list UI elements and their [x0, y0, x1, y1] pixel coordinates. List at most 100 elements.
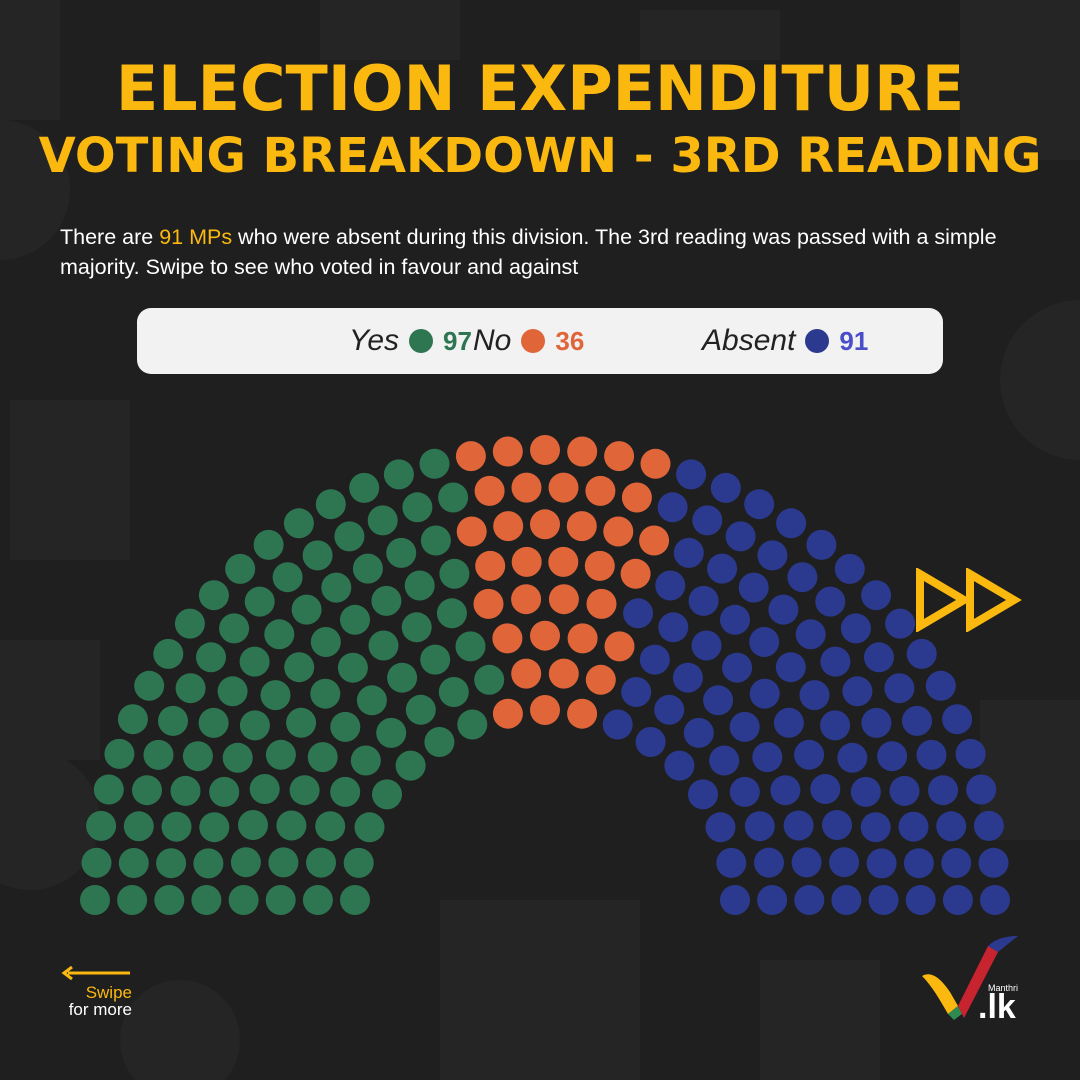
legend-dot-no — [521, 329, 546, 353]
seat-absent — [834, 553, 865, 584]
seat-yes — [253, 529, 284, 560]
seat-yes — [80, 885, 110, 915]
arrow-left-icon — [61, 966, 130, 980]
seat-absent — [757, 885, 788, 915]
seat-absent — [837, 742, 868, 773]
seat-no — [584, 550, 615, 581]
seat-yes — [219, 613, 250, 644]
seat-absent — [738, 572, 769, 603]
seat-no — [621, 482, 652, 513]
seat-no — [530, 435, 560, 465]
seat-yes — [198, 707, 229, 738]
legend-label-absent: Absent — [702, 324, 796, 357]
seat-yes — [134, 670, 165, 701]
seat-absent — [654, 694, 685, 725]
seat-absent — [673, 537, 704, 568]
swipe-hint[interactable]: Swipe for more — [58, 966, 132, 1018]
seat-yes — [291, 594, 322, 625]
seat-yes — [306, 847, 336, 878]
seat-yes — [158, 705, 188, 736]
seat-no — [585, 475, 616, 506]
seat-absent — [602, 709, 633, 740]
seat-yes — [395, 750, 426, 781]
seat-absent — [885, 608, 916, 639]
seat-yes — [156, 848, 187, 879]
seat-absent — [860, 812, 891, 843]
seat-yes — [264, 619, 295, 650]
seat-absent — [658, 612, 689, 643]
seat-yes — [132, 775, 162, 806]
seat-yes — [265, 739, 296, 770]
seat-yes — [372, 779, 402, 810]
seat-no — [586, 588, 617, 619]
legend-item-no: No 36 — [473, 308, 584, 374]
seat-absent — [973, 810, 1004, 841]
seat-yes — [474, 664, 505, 695]
seat-yes — [334, 521, 365, 552]
seat-absent — [692, 505, 723, 536]
seat-absent — [729, 711, 760, 742]
seat-absent — [722, 652, 753, 683]
seat-no — [456, 516, 487, 547]
seat-absent — [773, 707, 804, 738]
seat-yes — [371, 585, 402, 616]
seat-absent — [794, 885, 825, 915]
seat-no — [511, 658, 542, 689]
seat-no — [474, 475, 505, 506]
manthri-logo: Manthri .lk — [918, 930, 1028, 1025]
seat-yes — [386, 537, 417, 568]
seat-yes — [174, 608, 205, 639]
seat-absent — [783, 810, 814, 841]
logo-text: .lk — [978, 988, 1016, 1026]
seat-absent — [902, 705, 932, 736]
swipe-sublabel: for more — [68, 1000, 132, 1019]
seat-absent — [770, 775, 801, 806]
seat-yes — [439, 558, 470, 589]
seat-yes — [354, 812, 385, 843]
seat-yes — [438, 482, 469, 513]
seat-absent — [815, 586, 846, 617]
seat-yes — [228, 885, 259, 915]
seat-yes — [198, 580, 229, 611]
description: There are 91 MPs who were absent during … — [60, 222, 1020, 282]
seat-absent — [905, 885, 936, 915]
seat-yes — [260, 680, 291, 711]
seat-absent — [757, 540, 788, 571]
seat-no — [492, 698, 523, 729]
seat-yes — [330, 776, 361, 807]
seat-no — [548, 472, 579, 503]
seat-yes — [302, 885, 333, 915]
seat-absent — [672, 662, 703, 693]
seat-no — [548, 584, 579, 615]
seat-absent — [829, 847, 860, 878]
seat-yes — [244, 586, 275, 617]
seat-absent — [691, 630, 722, 661]
legend-item-absent: Absent 91 — [702, 308, 868, 374]
description-part-1: There are — [60, 225, 160, 249]
seat-absent — [799, 680, 830, 711]
seat-yes — [268, 847, 299, 878]
seat-absent — [752, 742, 783, 773]
seat-absent — [877, 741, 908, 772]
seat-yes — [404, 570, 435, 601]
seat-yes — [302, 540, 333, 571]
seat-yes — [330, 711, 361, 742]
seat-yes — [310, 678, 341, 709]
fast-forward-icon[interactable] — [912, 568, 1028, 632]
seat-yes — [405, 694, 436, 725]
seat-yes — [343, 847, 374, 878]
seat-yes — [284, 652, 315, 683]
seat-absent — [942, 885, 973, 915]
seat-no — [585, 664, 616, 695]
seat-absent — [806, 529, 837, 560]
seat-yes — [182, 741, 213, 772]
legend: Yes 97 No 36 Absent 91 — [137, 308, 943, 374]
seat-absent — [664, 750, 695, 781]
seat-absent — [906, 638, 937, 669]
seat-yes — [191, 885, 222, 915]
legend-dot-yes — [409, 329, 434, 353]
seat-absent — [866, 848, 897, 879]
seat-yes — [420, 644, 451, 675]
seat-yes — [349, 472, 380, 503]
seat-absent — [861, 580, 892, 611]
